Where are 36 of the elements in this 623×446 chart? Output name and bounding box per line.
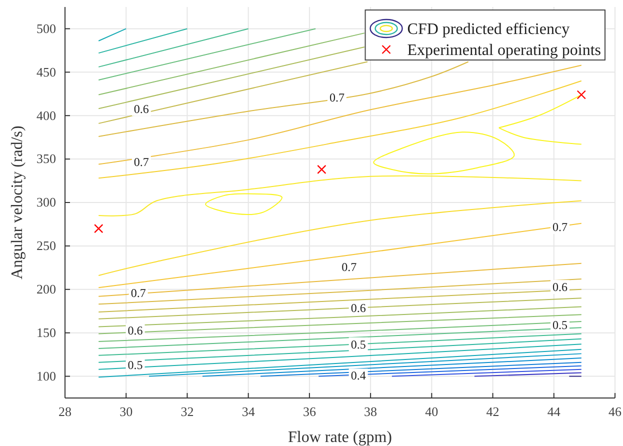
legend-label: Experimental operating points: [407, 42, 601, 60]
y-tick-label: 350: [36, 151, 56, 166]
annotation: 0.5: [128, 358, 143, 372]
annotation: 0.7: [130, 286, 146, 300]
x-tick-label: 28: [58, 404, 72, 420]
x-axis-title: Flow rate (gpm): [288, 429, 392, 446]
y-tick-label: 500: [36, 20, 56, 36]
y-tick-label: 150: [36, 324, 56, 340]
y-tick-label: 200: [36, 282, 56, 297]
annotation: 0.6: [128, 323, 143, 338]
annotation: 0.7: [329, 90, 344, 105]
y-axis-title: Angular velocity (rad/s): [9, 126, 26, 280]
x-tick-label: 36: [302, 404, 316, 420]
annotation: 0.6: [552, 280, 568, 294]
legend-label: CFD predicted efficiency: [407, 21, 570, 38]
y-tick-label: 100: [36, 368, 56, 384]
x-tick-label: 38: [364, 404, 378, 420]
annotation: 0.5: [552, 318, 568, 332]
annotation: 0.7: [552, 220, 568, 234]
x-tick-label: 34: [242, 404, 256, 420]
annotation: 0.6: [134, 102, 149, 116]
x-tick-label: 46: [608, 404, 622, 420]
y-tick-label: 400: [36, 108, 56, 123]
x-tick-label: 40: [425, 404, 438, 420]
annotation: 0.5: [350, 337, 366, 352]
y-tick-label: 250: [36, 238, 56, 254]
x-tick-label: 44: [547, 404, 561, 420]
x-tick-label: 30: [120, 404, 133, 420]
annotation: 0.6: [350, 300, 366, 315]
x-tick-label: 42: [486, 404, 500, 420]
annotation: 0.4: [350, 368, 366, 383]
annotation: 0.7: [134, 154, 149, 169]
annotation: 0.7: [342, 260, 357, 274]
y-tick-label: 450: [36, 64, 56, 80]
x-tick-label: 32: [180, 404, 194, 420]
y-tick-label: 300: [36, 194, 56, 210]
